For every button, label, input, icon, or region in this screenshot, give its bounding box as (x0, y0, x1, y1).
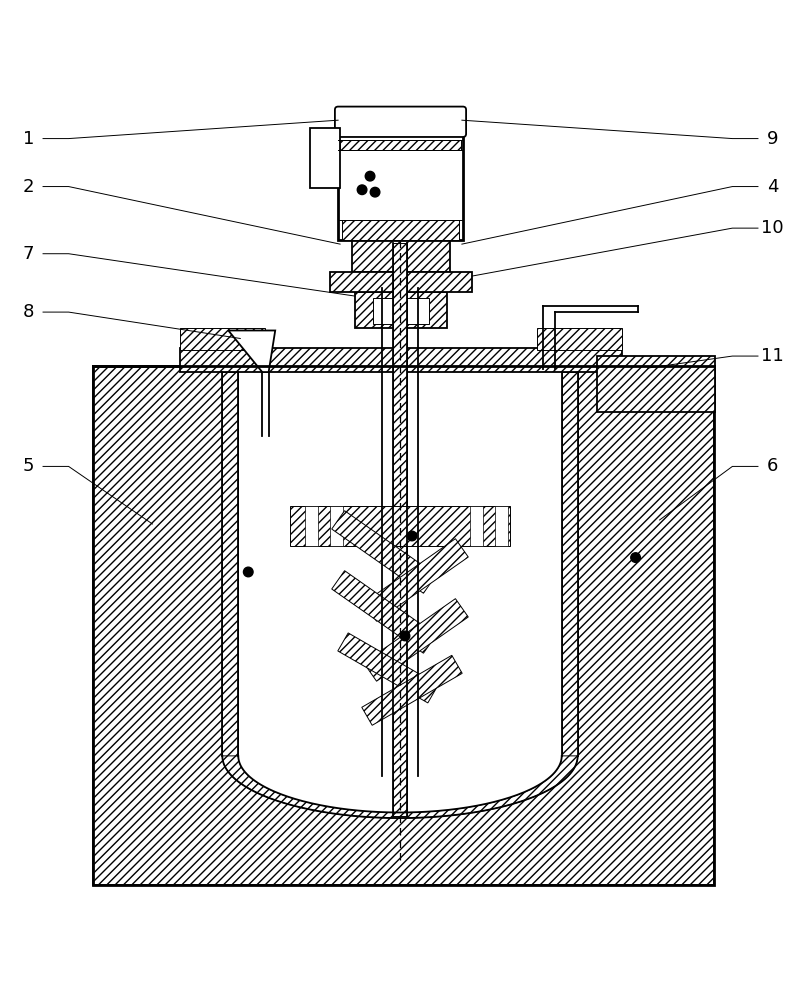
Bar (597, 356, 715, 412)
Bar (290, 506, 509, 546)
Bar (330, 272, 472, 292)
Polygon shape (223, 756, 578, 818)
Circle shape (400, 631, 410, 641)
Polygon shape (238, 756, 562, 812)
Polygon shape (364, 599, 469, 681)
Bar (342, 220, 459, 240)
Circle shape (357, 185, 367, 195)
Polygon shape (228, 330, 276, 372)
Text: 1: 1 (23, 130, 34, 148)
Text: 9: 9 (767, 130, 778, 148)
Text: 10: 10 (761, 219, 783, 237)
Bar (330, 506, 343, 546)
Bar (93, 366, 714, 885)
Bar (338, 110, 463, 240)
Circle shape (407, 531, 417, 541)
Bar (372, 298, 429, 324)
Bar (180, 348, 622, 372)
Bar (470, 506, 483, 546)
Bar (340, 140, 461, 150)
Bar (562, 372, 578, 756)
Circle shape (365, 171, 375, 181)
Bar (393, 243, 407, 816)
Bar (305, 506, 318, 546)
Polygon shape (332, 511, 437, 593)
Text: 2: 2 (23, 178, 34, 196)
Bar (180, 328, 265, 350)
Bar (310, 128, 340, 188)
Bar (223, 372, 238, 756)
Circle shape (244, 567, 253, 577)
Bar (352, 240, 450, 272)
Bar (537, 328, 622, 350)
Bar (355, 292, 447, 328)
Polygon shape (338, 633, 438, 703)
Text: 11: 11 (761, 347, 783, 365)
Polygon shape (364, 539, 469, 621)
Polygon shape (332, 571, 437, 653)
Bar (495, 506, 508, 546)
Polygon shape (238, 372, 562, 756)
Text: 8: 8 (23, 303, 34, 321)
Text: 5: 5 (23, 457, 34, 475)
Text: 7: 7 (23, 245, 34, 263)
Text: 6: 6 (767, 457, 778, 475)
FancyBboxPatch shape (335, 107, 466, 137)
Bar (93, 366, 714, 885)
Text: 4: 4 (767, 178, 778, 196)
Circle shape (631, 553, 640, 562)
Polygon shape (362, 655, 462, 725)
Circle shape (370, 187, 380, 197)
